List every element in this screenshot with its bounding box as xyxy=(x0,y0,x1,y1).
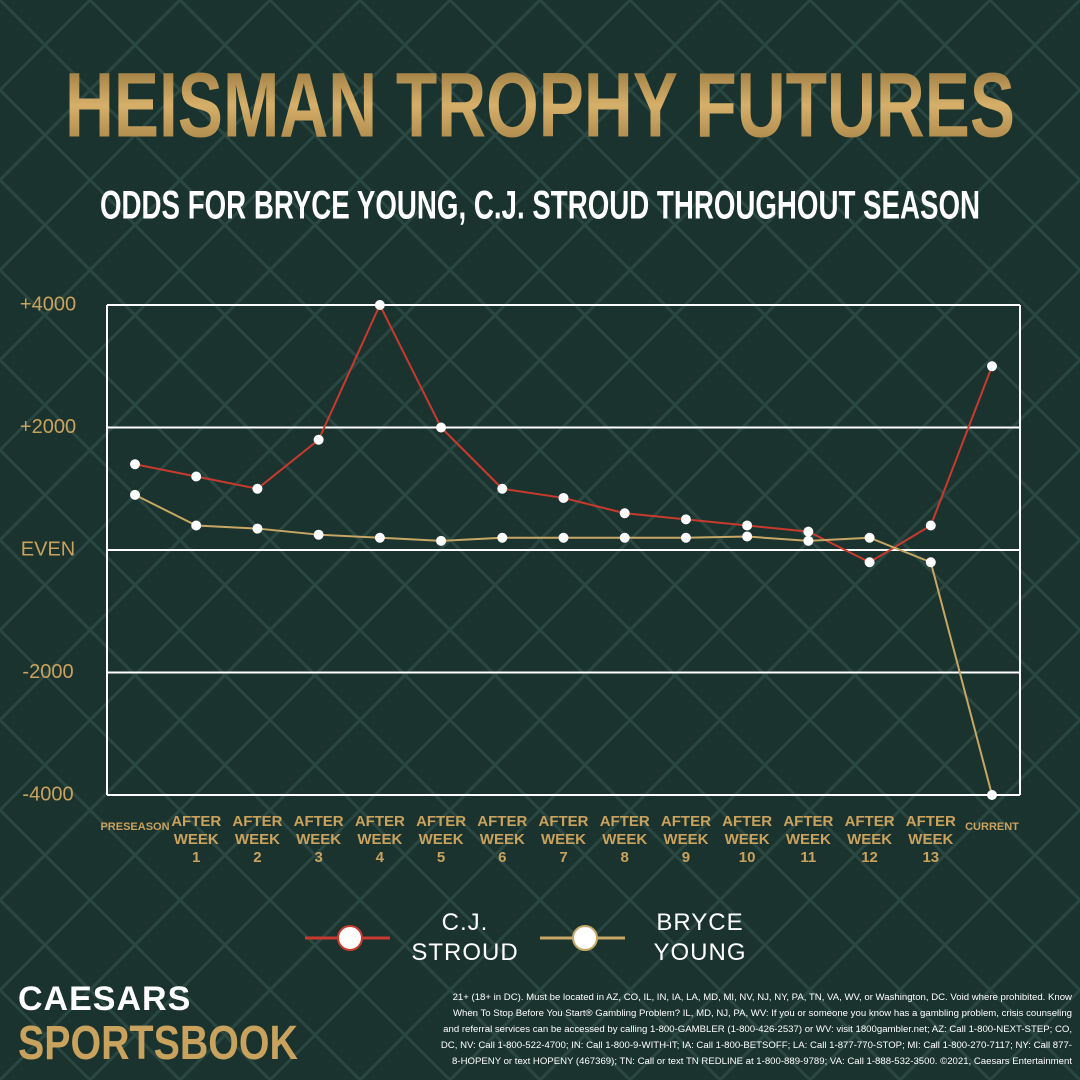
data-point xyxy=(436,535,447,546)
data-point xyxy=(987,361,997,372)
data-point xyxy=(436,422,447,433)
x-tick-label: AFTER WEEK 13 xyxy=(905,813,956,866)
data-point xyxy=(742,520,753,531)
data-point xyxy=(803,526,814,537)
x-tick-label: AFTER WEEK 1 xyxy=(171,813,222,866)
data-point xyxy=(619,508,630,519)
y-tick-label: -2000 xyxy=(22,661,73,683)
data-point xyxy=(925,557,936,568)
data-point xyxy=(191,471,202,482)
legend-swatch xyxy=(337,925,363,951)
data-point xyxy=(130,489,140,500)
legend-swatch xyxy=(572,925,598,951)
data-point xyxy=(619,532,630,543)
data-point xyxy=(191,520,202,531)
data-point xyxy=(925,520,936,531)
logo-text: SPORTSBOOK xyxy=(18,1017,298,1070)
x-tick-label: AFTER WEEK 9 xyxy=(660,813,711,866)
x-tick-label: AFTER WEEK 3 xyxy=(293,813,344,866)
x-tick-label: AFTER WEEK 8 xyxy=(599,813,650,866)
legend-label: BRYCE YOUNG xyxy=(653,909,747,966)
legend-label: C.J. STROUD xyxy=(411,909,519,966)
y-tick-label: +2000 xyxy=(20,416,76,438)
logo-text: CAESARS xyxy=(18,980,192,1018)
data-point xyxy=(864,557,875,568)
chart-subtitle: ODDS FOR BRYCE YOUNG, C.J. STROUD THROUG… xyxy=(100,184,980,228)
chart-title: HEISMAN TROPHY FUTURES xyxy=(65,54,1015,156)
x-tick-label: AFTER WEEK 5 xyxy=(416,813,467,866)
data-point xyxy=(680,532,691,543)
data-point xyxy=(130,459,140,470)
data-point xyxy=(987,790,997,800)
x-tick-label: CURRENT xyxy=(965,821,1019,833)
y-tick-label: EVEN xyxy=(21,538,75,560)
x-tick-label: AFTER WEEK 4 xyxy=(354,813,405,866)
data-point xyxy=(374,300,385,310)
disclaimer: 21+ (18+ in DC). Must be located in AZ, … xyxy=(440,992,1072,1067)
y-tick-label: +4000 xyxy=(20,293,76,315)
x-tick-label: AFTER WEEK 2 xyxy=(232,813,283,866)
data-point xyxy=(742,531,753,542)
data-point xyxy=(374,532,385,543)
data-point xyxy=(864,532,875,543)
data-point xyxy=(252,523,263,534)
x-tick-label: PRESEASON xyxy=(100,821,170,833)
x-tick-label: AFTER WEEK 6 xyxy=(477,813,528,866)
data-point xyxy=(313,529,324,540)
plot-area: -4000 -2000 EVEN +2000 +4000 xyxy=(20,293,1021,951)
x-tick-label: AFTER WEEK 10 xyxy=(722,813,773,866)
x-tick-label: AFTER WEEK 12 xyxy=(844,813,895,866)
x-tick-label: AFTER WEEK 11 xyxy=(783,813,834,866)
x-tick-label: AFTER WEEK 7 xyxy=(538,813,589,866)
data-point xyxy=(252,483,263,494)
data-point xyxy=(803,535,814,546)
y-tick-label: -4000 xyxy=(22,783,73,805)
data-point xyxy=(497,532,508,543)
data-point xyxy=(313,434,324,445)
data-point xyxy=(558,532,569,543)
data-point xyxy=(558,492,569,503)
data-point xyxy=(680,514,691,525)
data-point xyxy=(497,483,508,494)
